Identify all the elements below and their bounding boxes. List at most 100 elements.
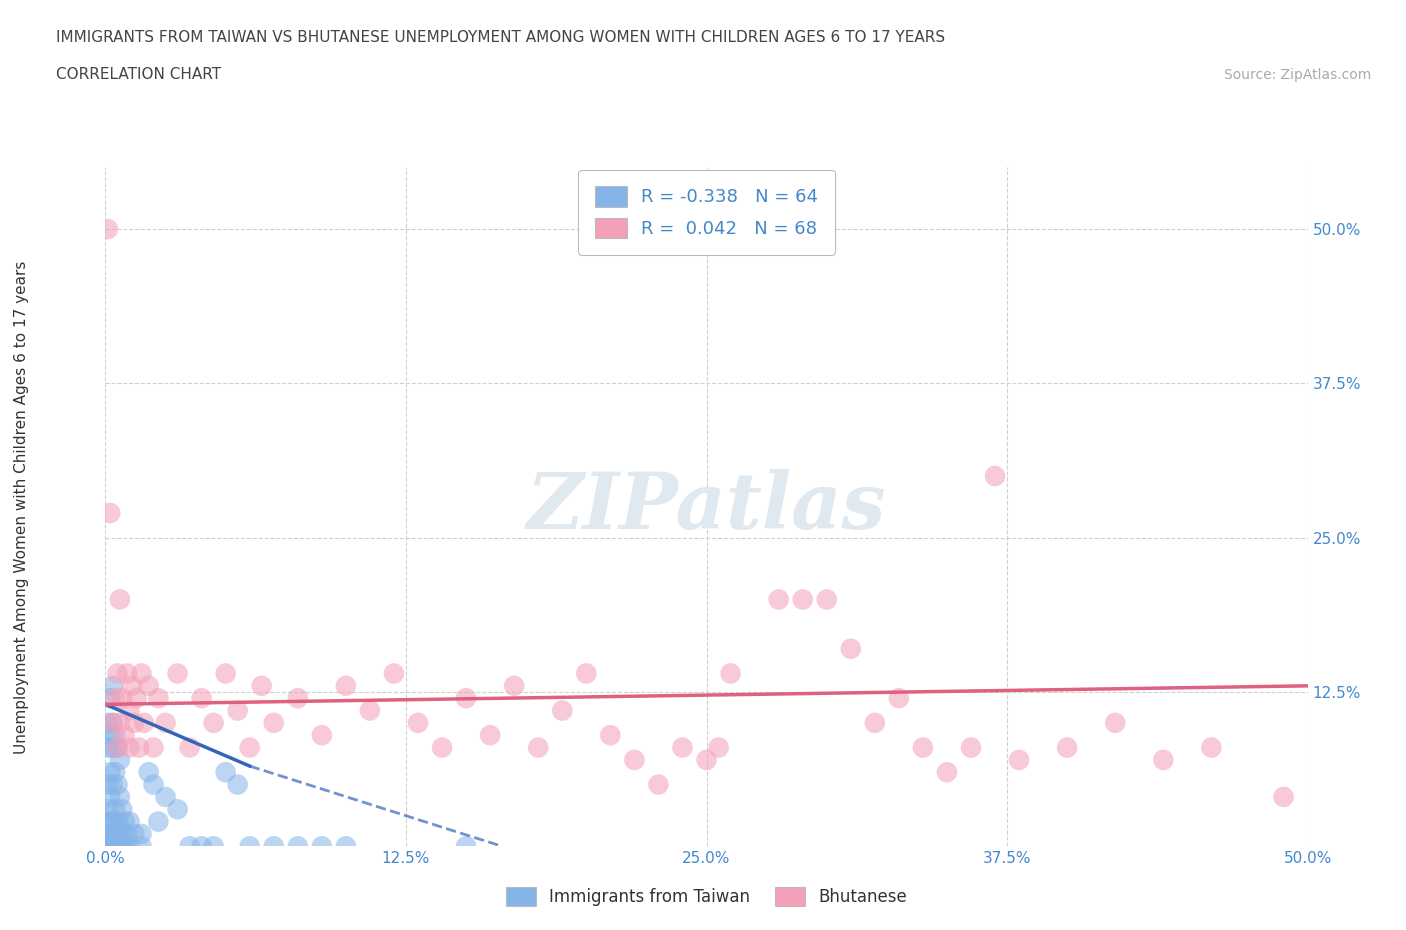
Point (190, 691, 212, 706)
Point (887, 691, 910, 706)
Point (815, 592, 838, 607)
Point (111, 839, 134, 854)
Point (936, 764, 959, 779)
Point (115, 666, 138, 681)
Point (239, 839, 262, 854)
Point (214, 764, 236, 779)
Point (287, 691, 309, 706)
Point (104, 728, 127, 743)
Point (707, 740, 730, 755)
Point (101, 827, 124, 842)
Point (671, 740, 693, 755)
Point (335, 839, 357, 854)
Point (98, 728, 121, 743)
Point (107, 777, 129, 792)
Point (226, 777, 249, 792)
Point (132, 715, 155, 730)
Point (839, 642, 862, 657)
Point (623, 752, 645, 767)
Point (226, 703, 249, 718)
Point (118, 740, 141, 755)
Point (1008, 752, 1031, 767)
Point (599, 728, 621, 743)
Point (98, 839, 121, 854)
Point (166, 802, 188, 817)
Point (98, 790, 121, 804)
Text: Unemployment Among Women with Children Ages 6 to 17 years: Unemployment Among Women with Children A… (14, 260, 28, 753)
Point (104, 691, 127, 706)
Text: Source: ZipAtlas.com: Source: ZipAtlas.com (1223, 68, 1371, 82)
Point (128, 740, 150, 755)
Legend: Immigrants from Taiwan, Bhutanese: Immigrants from Taiwan, Bhutanese (499, 880, 914, 912)
Point (107, 839, 129, 854)
Point (382, 666, 405, 681)
Point (108, 752, 131, 767)
Point (202, 715, 225, 730)
Point (97, 827, 120, 842)
Point (114, 814, 136, 829)
Text: CORRELATION CHART: CORRELATION CHART (56, 67, 221, 82)
Point (107, 740, 129, 755)
Point (97, 715, 120, 730)
Point (114, 839, 136, 854)
Point (107, 666, 129, 681)
Point (479, 728, 502, 743)
Point (124, 827, 146, 842)
Point (263, 839, 285, 854)
Point (131, 666, 153, 681)
Point (104, 802, 127, 817)
Point (124, 715, 146, 730)
Point (250, 678, 273, 693)
Point (454, 839, 477, 854)
Point (335, 678, 357, 693)
Point (98, 764, 121, 779)
Point (1104, 715, 1126, 730)
Point (503, 678, 526, 693)
Point (239, 740, 262, 755)
Point (108, 790, 131, 804)
Point (101, 715, 124, 730)
Point (148, 814, 170, 829)
Point (97, 777, 120, 792)
Point (118, 839, 141, 854)
Point (98, 506, 121, 521)
Point (118, 703, 141, 718)
Point (148, 691, 170, 706)
Point (179, 839, 201, 854)
Point (107, 740, 129, 755)
Point (1152, 752, 1174, 767)
Point (125, 691, 148, 706)
Text: ZIPatlas: ZIPatlas (527, 469, 886, 545)
Point (454, 691, 477, 706)
Point (97, 740, 120, 755)
Point (138, 764, 160, 779)
Point (359, 703, 381, 718)
Point (107, 814, 129, 829)
Point (720, 666, 742, 681)
Point (1272, 790, 1295, 804)
Point (98, 832, 121, 847)
Point (98, 691, 121, 706)
Point (696, 752, 718, 767)
Point (1056, 740, 1078, 755)
Point (138, 678, 160, 693)
Point (984, 469, 1007, 484)
Point (551, 703, 574, 718)
Point (214, 666, 236, 681)
Point (768, 592, 790, 607)
Point (108, 820, 131, 835)
Point (202, 839, 225, 854)
Point (406, 715, 429, 730)
Point (94, 832, 117, 847)
Point (155, 715, 177, 730)
Point (527, 740, 550, 755)
Point (111, 827, 134, 842)
Text: IMMIGRANTS FROM TAIWAN VS BHUTANESE UNEMPLOYMENT AMONG WOMEN WITH CHILDREN AGES : IMMIGRANTS FROM TAIWAN VS BHUTANESE UNEM… (56, 30, 945, 45)
Point (121, 678, 143, 693)
Point (104, 764, 127, 779)
Point (142, 777, 165, 792)
Point (97, 221, 120, 236)
Point (101, 777, 124, 792)
Point (166, 666, 188, 681)
Point (287, 839, 309, 854)
